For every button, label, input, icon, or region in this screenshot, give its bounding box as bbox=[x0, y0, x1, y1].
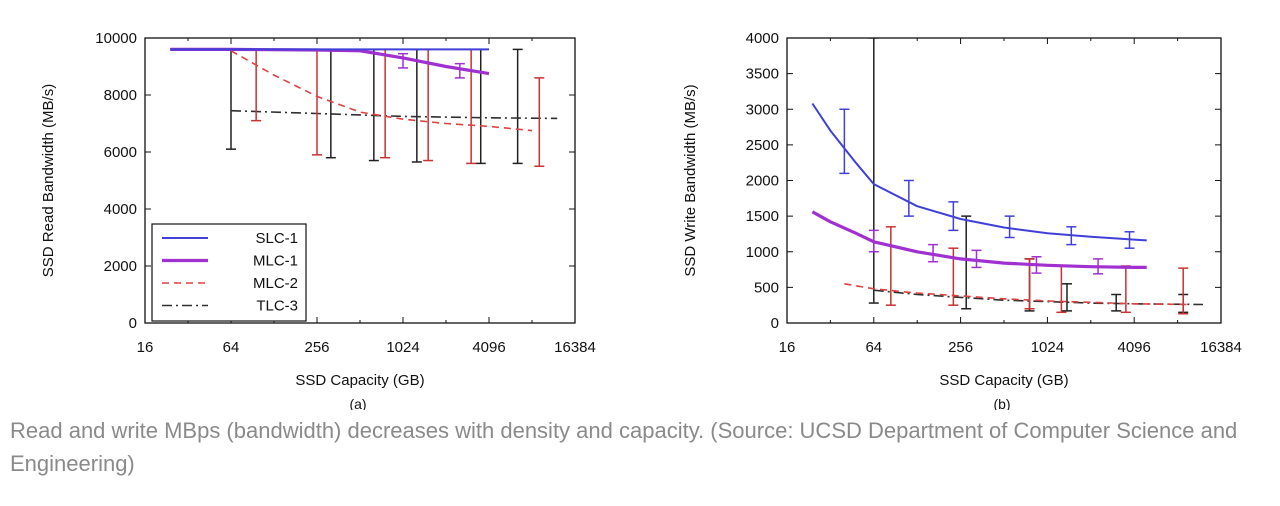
y-tick-label: 6000 bbox=[104, 144, 137, 161]
plot-area bbox=[170, 47, 558, 167]
x-tick-label: 256 bbox=[304, 339, 329, 356]
y-tick-label: 2000 bbox=[746, 173, 779, 190]
mlc-1-line bbox=[170, 47, 490, 76]
chart-panel-b: 16 64 256 1024 4096 16384 0 500 1000 1500 2000 2500… bbox=[682, 30, 1242, 410]
tlc-3-line bbox=[873, 289, 1204, 306]
y-tick-label: 0 bbox=[771, 315, 779, 332]
x-axis-label: SSD Capacity (GB) bbox=[939, 372, 1068, 389]
y-tick-label: 4000 bbox=[104, 201, 137, 218]
legend: SLC-1 MLC-1 MLC-2 TLC-3 bbox=[151, 223, 307, 322]
tlc-3-line bbox=[230, 109, 558, 120]
y-axis-label: SSD Write Bandwidth (MB/s) bbox=[682, 84, 699, 276]
legend-label-mlc-2: MLC-2 bbox=[253, 275, 298, 292]
x-tick-label: 1024 bbox=[1031, 339, 1064, 356]
y-tick-label: 0 bbox=[129, 315, 137, 332]
y-tick-label: 1500 bbox=[746, 208, 779, 225]
x-axis-label: SSD Capacity (GB) bbox=[295, 372, 424, 389]
x-tick-label: 64 bbox=[865, 339, 882, 356]
y-tick-label: 4000 bbox=[746, 30, 779, 47]
x-tick-label: 64 bbox=[223, 339, 240, 356]
legend-label-slc-1: SLC-1 bbox=[255, 230, 298, 247]
x-tick-label: 1024 bbox=[386, 339, 419, 356]
mlc-2-line bbox=[230, 50, 533, 132]
legend-label-tlc-3: TLC-3 bbox=[256, 298, 298, 315]
mlc-1-line bbox=[811, 210, 1147, 269]
y-tick-label: 8000 bbox=[104, 87, 137, 104]
x-tick-label: 4096 bbox=[1118, 339, 1151, 356]
chart-panel-a: 16 64 256 1024 4096 16384 0 2000 4000 6000 8000 100… bbox=[40, 30, 596, 410]
y-axis-label: SSD Read Bandwidth (MB/s) bbox=[40, 84, 57, 277]
plot-area bbox=[811, 38, 1204, 315]
plot-frame bbox=[786, 37, 1222, 324]
figure-caption: Read and write MBps (bandwidth) decrease… bbox=[10, 418, 1238, 476]
y-tick-label: 500 bbox=[754, 279, 779, 296]
legend-label-mlc-1: MLC-1 bbox=[253, 253, 298, 270]
y-tick-label: 3500 bbox=[746, 66, 779, 83]
figure: 16 64 256 1024 4096 16384 0 2000 4000 6000 8000 100… bbox=[40, 30, 1242, 410]
slc-1-line bbox=[811, 102, 1147, 242]
y-tick-label: 3000 bbox=[746, 101, 779, 118]
x-tick-label: 16 bbox=[779, 339, 796, 356]
panel-sublabel: (a) bbox=[349, 396, 366, 410]
x-tick-label: 256 bbox=[948, 339, 973, 356]
y-tick-label: 2000 bbox=[104, 258, 137, 275]
mlc-2-line bbox=[844, 283, 1192, 306]
y-tick-label: 10000 bbox=[95, 30, 137, 47]
x-tick-label: 16 bbox=[137, 339, 154, 356]
x-tick-label: 16384 bbox=[1200, 339, 1242, 356]
y-tick-label: 2500 bbox=[746, 137, 779, 154]
x-tick-label: 4096 bbox=[472, 339, 505, 356]
x-tick-label: 16384 bbox=[554, 339, 596, 356]
panel-sublabel: (b) bbox=[993, 396, 1010, 410]
y-tick-label: 1000 bbox=[746, 244, 779, 261]
